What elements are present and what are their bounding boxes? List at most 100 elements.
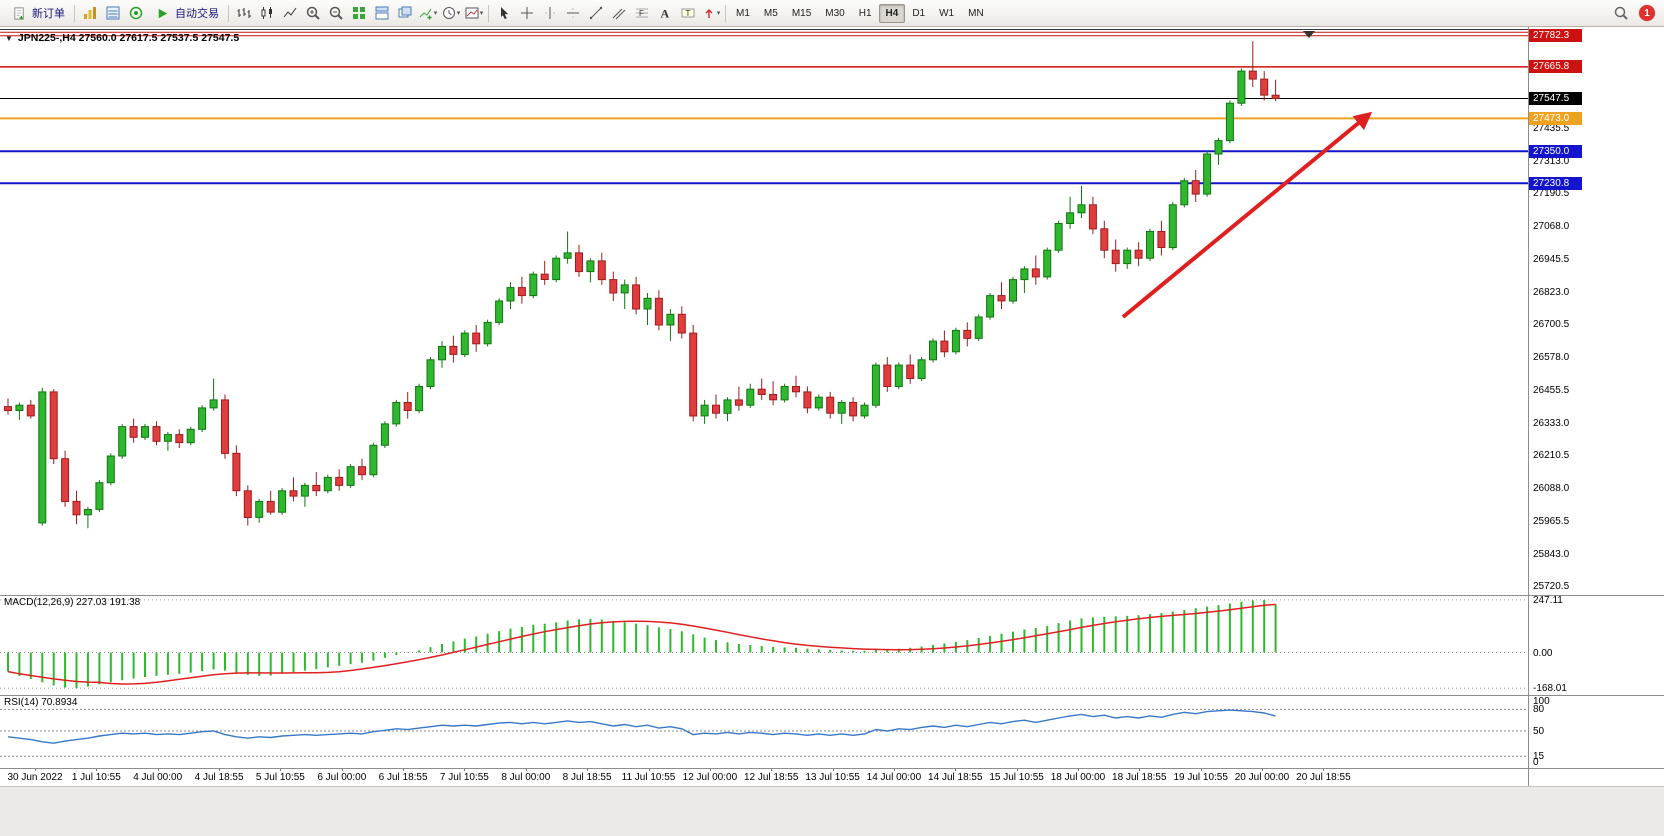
price-badge-27230.8: 27230.8: [1529, 176, 1582, 190]
timeframe-M30[interactable]: M30: [818, 4, 851, 23]
cascade-windows-icon[interactable]: [393, 2, 416, 24]
timeframe-group: M1 M5 M15 M30 H1 H4 D1 W1 MN: [729, 3, 991, 23]
time-label: 12 Jul 18:55: [743, 772, 799, 783]
macd-signal-line: [7, 603, 1276, 685]
timeframe-M5[interactable]: M5: [757, 4, 785, 23]
autotrading-button[interactable]: 自动交易: [147, 3, 225, 24]
price-tick-label: 27190.5: [1533, 188, 1570, 200]
line-chart-icon[interactable]: [278, 2, 301, 24]
timeframe-D1[interactable]: D1: [905, 4, 932, 23]
time-label: 14 Jul 18:55: [928, 772, 983, 783]
macd-tick-label: 0.00: [1533, 647, 1553, 659]
periods-icon[interactable]: ▾: [439, 2, 462, 24]
timeframe-MN[interactable]: MN: [961, 4, 991, 23]
time-label: 4 Jul 00:00: [133, 772, 183, 783]
macd-separator[interactable]: [0, 595, 1664, 596]
timeframe-M1[interactable]: M1: [729, 4, 757, 23]
toolbar-separator: [74, 4, 75, 22]
main-chart-canvas[interactable]: [0, 27, 1528, 595]
search-icon[interactable]: [1609, 2, 1632, 24]
equidistant-channel-icon[interactable]: [607, 2, 630, 24]
macd-canvas[interactable]: [0, 595, 1528, 695]
text-icon[interactable]: A: [653, 2, 676, 24]
time-label: 8 Jul 00:00: [501, 772, 551, 783]
profiles-icon[interactable]: [78, 2, 101, 24]
rsi-tick-label: 15: [1533, 751, 1545, 763]
time-axis[interactable]: 30 Jun 2022 1 Jul 10:55 4 Jul 00:00 4 Jul 1…: [0, 768, 1528, 786]
new-order-button[interactable]: 新订单: [4, 3, 71, 24]
add-indicator-icon[interactable]: ▾: [416, 2, 439, 24]
axis-separator: [0, 768, 1664, 769]
bar-chart-icon[interactable]: [232, 2, 255, 24]
time-label: 4 Jul 18:55: [194, 772, 244, 783]
toolbar: 新订单 自动交易 ▾ ▾ ▾ F A T ▾ M1 M5 M15 M30 H1 H4 D1 W1 MN 1: [0, 0, 1664, 27]
price-tick-label: 26823.0: [1533, 286, 1570, 298]
zoom-in-icon[interactable]: [301, 2, 324, 24]
navigator-icon[interactable]: [124, 2, 147, 24]
trend-arrow[interactable]: [1121, 111, 1373, 319]
market-watch-icon[interactable]: [101, 2, 124, 24]
notification-badge[interactable]: 1: [1639, 5, 1655, 21]
candlesticks-icon[interactable]: [255, 2, 278, 24]
text-label-icon[interactable]: T: [676, 2, 699, 24]
price-badge-27547.5: 27547.5: [1529, 92, 1582, 105]
one-click-trading-toggle[interactable]: ▼: [5, 33, 13, 43]
crosshair-icon[interactable]: [515, 2, 538, 24]
fibonacci-icon[interactable]: F: [630, 2, 653, 24]
time-tick: [1016, 768, 1018, 771]
rsi-canvas[interactable]: [0, 695, 1528, 768]
chart-ohlc-header: ▼ JPN225-,H4 27560.0 27617.5 27537.5 275…: [5, 32, 239, 44]
dropdown-caret-icon[interactable]: ▾: [433, 10, 438, 17]
time-tick: [219, 768, 221, 771]
templates-icon[interactable]: ▾: [462, 2, 485, 24]
chart-title-text: JPN225-,H4 27560.0 27617.5 27537.5 27547…: [17, 32, 240, 44]
main-chart-panel[interactable]: ▼ JPN225-,H4 27560.0 27617.5 27537.5 275…: [0, 27, 1528, 595]
candles: [4, 41, 1280, 529]
cursor-icon[interactable]: [492, 2, 515, 24]
price-tick-label: 26945.5: [1533, 253, 1570, 265]
time-tick: [96, 768, 98, 771]
price-tick-label: 25720.5: [1533, 581, 1570, 593]
autotrading-icon: [153, 2, 171, 24]
macd-histogram: [7, 599, 1277, 689]
macd-panel[interactable]: MACD(12,26,9) 227.03 191.38: [0, 595, 1528, 695]
autotrading-label: 自动交易: [175, 8, 219, 20]
rsi-tick-label: 80: [1533, 704, 1545, 716]
price-badge-27665.8: 27665.8: [1529, 60, 1582, 74]
time-tick: [1139, 768, 1141, 771]
timeframe-W1[interactable]: W1: [932, 4, 961, 23]
zoom-out-icon[interactable]: [324, 2, 347, 24]
price-badge-27350.0: 27350.0: [1529, 144, 1582, 158]
dropdown-caret-icon[interactable]: ▾: [479, 10, 484, 17]
dropdown-caret-icon[interactable]: ▾: [456, 10, 461, 17]
time-tick: [1200, 768, 1202, 771]
timeframe-M15[interactable]: M15: [785, 4, 818, 23]
price-tick-label: 26210.5: [1533, 450, 1570, 462]
new-order-icon: [10, 2, 28, 24]
arrows-icon[interactable]: ▾: [699, 2, 722, 24]
time-tick: [464, 768, 466, 771]
time-tick: [1262, 768, 1263, 771]
time-tick: [709, 768, 711, 771]
rsi-tick-label: 0: [1533, 757, 1539, 768]
timeframe-H1[interactable]: H1: [852, 4, 879, 23]
horizontal-lines[interactable]: [0, 31, 1528, 185]
window-bottom-strip: [0, 786, 1664, 836]
price-tick-label: 26088.0: [1533, 483, 1570, 495]
arrange-windows-icon[interactable]: [370, 2, 393, 24]
trendline-icon[interactable]: [584, 2, 607, 24]
vertical-line-icon[interactable]: [538, 2, 561, 24]
rsi-label: RSI(14) 70.8934: [4, 697, 78, 708]
time-label: 12 Jul 00:00: [682, 772, 738, 783]
rsi-separator[interactable]: [0, 695, 1664, 696]
dropdown-caret-icon[interactable]: ▾: [716, 10, 721, 17]
timeframe-H4[interactable]: H4: [878, 3, 906, 23]
horizontal-line-icon[interactable]: [561, 2, 584, 24]
chart-shift-marker[interactable]: [1303, 31, 1315, 38]
time-tick: [771, 768, 773, 771]
rsi-panel[interactable]: RSI(14) 70.8934: [0, 695, 1528, 768]
price-badge-27782.3: 27782.3: [1529, 29, 1582, 43]
tile-windows-icon[interactable]: [347, 2, 370, 24]
price-axis[interactable]: 27435.5 27313.0 27190.5 27068.0 26945.5 26823…: [1528, 27, 1664, 786]
macd-label: MACD(12,26,9) 227.03 191.38: [4, 597, 141, 608]
